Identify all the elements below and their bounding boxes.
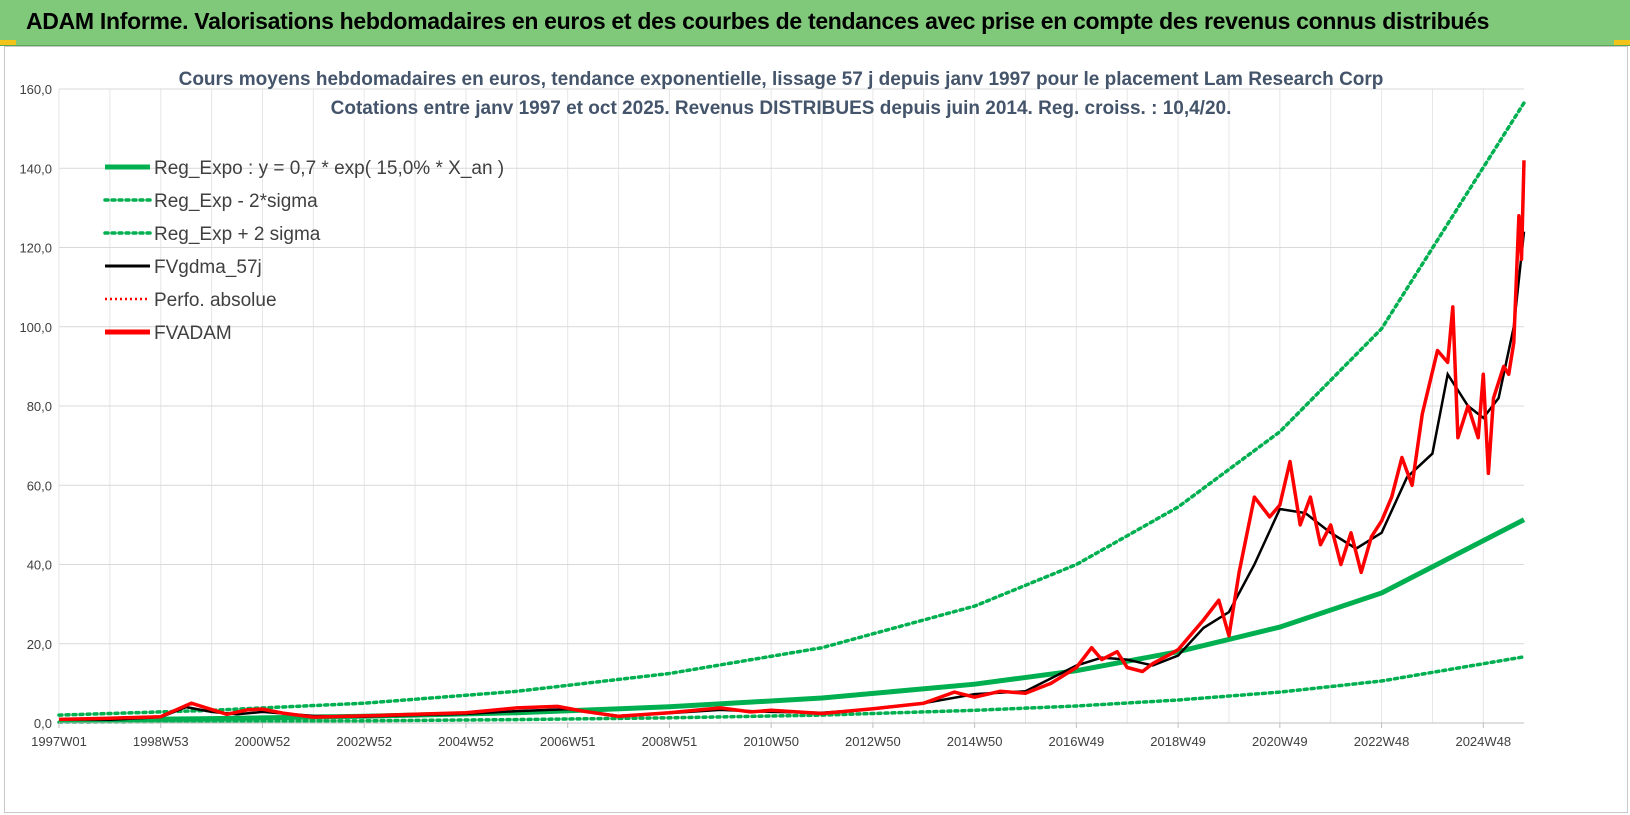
chart-legend: Reg_Expo : y = 0,7 * exp( 15,0% * X_an )…: [103, 158, 504, 344]
legend-label-reg-exp-minus: Reg_Exp - 2*sigma: [154, 191, 318, 212]
y-tick-label: 20,0: [27, 637, 52, 652]
y-tick-label: 60,0: [27, 478, 52, 493]
x-tick-label: 2020W49: [1252, 734, 1308, 749]
x-tick-label: 2004W52: [438, 734, 494, 749]
x-tick-label: 2018W49: [1150, 734, 1206, 749]
y-tick-label: 40,0: [27, 558, 52, 573]
legend-label-reg-expo: Reg_Expo : y = 0,7 * exp( 15,0% * X_an ): [154, 158, 504, 179]
chart-frame: 0,0 20,0 40,0 60,0 80,0 100,0 120,0 140,0 160,0 …: [4, 46, 1628, 813]
series-line-2: [57, 101, 1526, 717]
x-tick-label: 2008W51: [642, 734, 698, 749]
y-tick-label: 140,0: [19, 161, 52, 176]
x-tick-label: 2014W50: [947, 734, 1003, 749]
x-tick-label: 2024W48: [1455, 734, 1511, 749]
horizontal-gridlines: [59, 88, 1524, 645]
series-line-3: [58, 231, 1526, 722]
series-line-5: [58, 160, 1526, 722]
y-tick-label: 160,0: [19, 82, 52, 97]
x-tick-label: 2016W49: [1049, 734, 1105, 749]
x-tick-label: 2006W51: [540, 734, 596, 749]
y-tick-label: 80,0: [27, 399, 52, 414]
legend-label-reg-exp-plus: Reg_Exp + 2 sigma: [154, 224, 321, 245]
report-banner: ADAM Informe. Valorisations hebdomadaire…: [0, 0, 1630, 46]
corner-mark-left: [0, 40, 16, 45]
y-tick-label: 0,0: [34, 716, 52, 731]
y-axis-tick-labels: 0,0 20,0 40,0 60,0 80,0 100,0 120,0 140,0 160,0: [19, 82, 52, 731]
banner-title: ADAM Informe. Valorisations hebdomadaire…: [26, 8, 1490, 34]
x-axis-tick-labels: 1997W01 1998W53 2000W52 2002W52 2004W52 2006W…: [31, 723, 1511, 749]
x-tick-label: 2022W48: [1354, 734, 1410, 749]
series-line-1: [57, 655, 1526, 724]
chart-svg: 0,020,040,060,080,0100,0120,0140,0160,0 …: [19, 69, 1526, 749]
chart-subtitle: Cotations entre janv 1997 et oct 2025. R…: [331, 98, 1232, 119]
series-layer: [57, 101, 1526, 724]
x-tick-label: 2010W50: [743, 734, 799, 749]
legend-label-fvadam: FVADAM: [154, 323, 232, 344]
corner-mark-right: [1614, 40, 1630, 45]
x-tick-label: 1997W01: [31, 734, 87, 749]
legend-label-fvgdma: FVgdma_57j: [154, 257, 262, 278]
y-tick-label: 100,0: [19, 320, 52, 335]
x-tick-label: 2012W50: [845, 734, 901, 749]
x-tick-label: 2002W52: [336, 734, 392, 749]
x-tick-label: 2000W52: [235, 734, 291, 749]
legend-label-perfo: Perfo. absolue: [154, 290, 277, 311]
x-tick-label: 1998W53: [133, 734, 189, 749]
chart-title: Cours moyens hebdomadaires en euros, ten…: [179, 69, 1384, 90]
y-tick-label: 120,0: [19, 241, 52, 256]
